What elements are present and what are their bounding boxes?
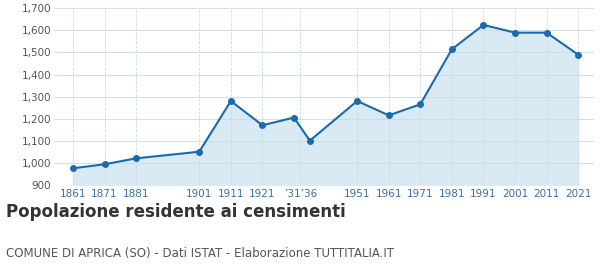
Text: COMUNE DI APRICA (SO) - Dati ISTAT - Elaborazione TUTTITALIA.IT: COMUNE DI APRICA (SO) - Dati ISTAT - Ela…: [6, 248, 394, 260]
Text: Popolazione residente ai censimenti: Popolazione residente ai censimenti: [6, 203, 346, 221]
